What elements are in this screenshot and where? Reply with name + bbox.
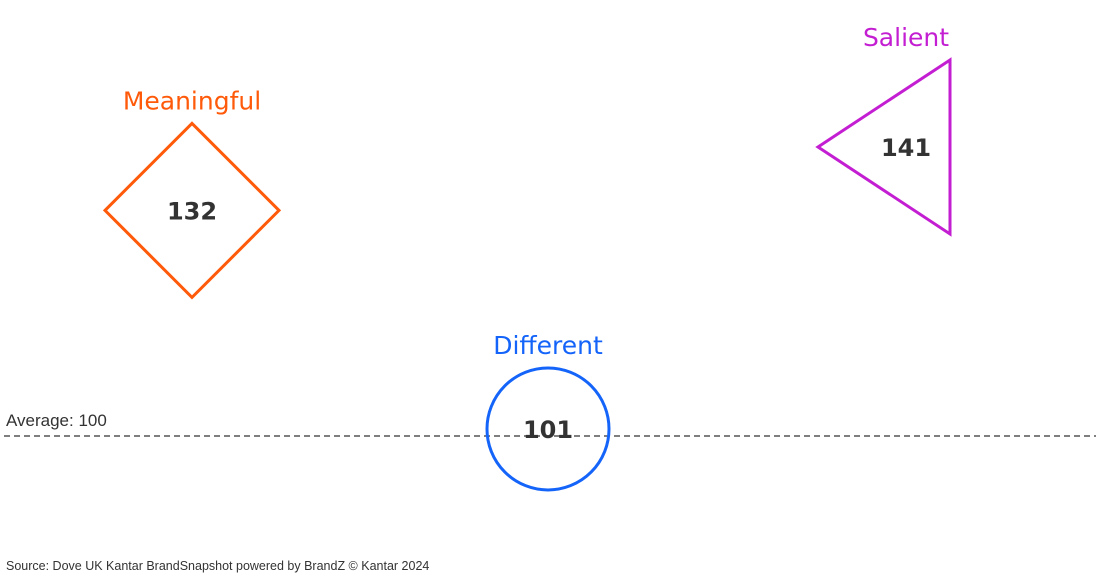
salient-triangle-marker bbox=[815, 57, 952, 237]
meaningful-diamond-marker bbox=[102, 121, 282, 300]
different-circle-marker bbox=[485, 366, 611, 492]
meaningful-label: Meaningful bbox=[123, 86, 261, 115]
salient-label: Salient bbox=[863, 23, 949, 52]
source-note: Source: Dove UK Kantar BrandSnapshot pow… bbox=[6, 559, 430, 573]
average-label: Average: 100 bbox=[6, 411, 107, 430]
meaningful-value-label: 132 bbox=[167, 197, 217, 225]
different-value-label: 101 bbox=[523, 416, 573, 444]
different-label: Different bbox=[493, 331, 603, 360]
salient-value-label: 141 bbox=[881, 134, 931, 162]
